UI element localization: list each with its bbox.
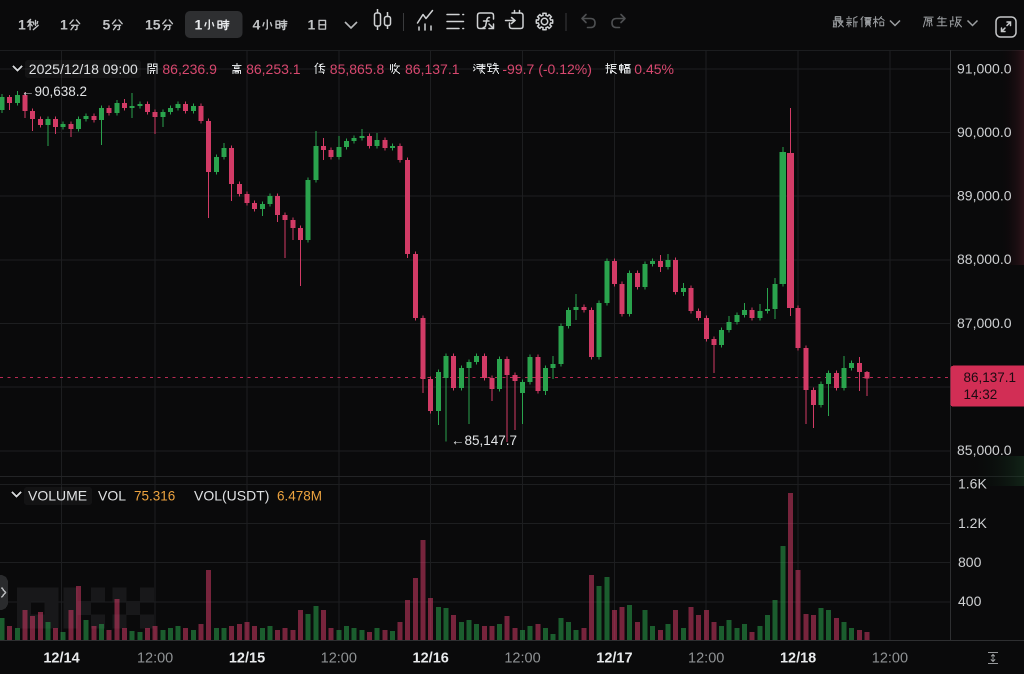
svg-text:VOL: VOL <box>98 488 126 504</box>
svg-text:400: 400 <box>958 593 982 609</box>
svg-text:0.45%: 0.45% <box>634 61 674 77</box>
svg-text:12/14: 12/14 <box>43 651 79 667</box>
svg-text:86,253.1: 86,253.1 <box>246 61 301 77</box>
svg-text:75.316: 75.316 <box>134 489 175 504</box>
svg-text:12:00: 12:00 <box>504 651 540 667</box>
svg-text:12:00: 12:00 <box>872 651 908 667</box>
svg-text:91,000.0: 91,000.0 <box>957 60 1012 76</box>
svg-text:VOL(USDT): VOL(USDT) <box>194 488 269 504</box>
svg-text:85,147.7: 85,147.7 <box>465 433 518 448</box>
svg-text:12:00: 12:00 <box>137 651 173 667</box>
svg-text:86,137.1: 86,137.1 <box>964 370 1017 385</box>
svg-text:1: 1 <box>195 17 203 33</box>
svg-text:86,236.9: 86,236.9 <box>162 61 217 77</box>
svg-text:2025/12/18 09:00: 2025/12/18 09:00 <box>29 61 138 77</box>
svg-text:14:32: 14:32 <box>964 387 998 402</box>
svg-text:1: 1 <box>18 17 26 33</box>
svg-text:12:00: 12:00 <box>321 651 357 667</box>
svg-text:90,638.2: 90,638.2 <box>35 84 88 99</box>
svg-text:89,000.0: 89,000.0 <box>957 188 1012 204</box>
svg-text:85,865.8: 85,865.8 <box>330 61 385 77</box>
svg-text:-99.7 (-0.12%): -99.7 (-0.12%) <box>502 61 591 77</box>
svg-text:5: 5 <box>103 17 111 33</box>
svg-text:87,000.0: 87,000.0 <box>957 315 1012 331</box>
svg-text:12/18: 12/18 <box>780 651 816 667</box>
svg-text:90,000.0: 90,000.0 <box>957 124 1012 140</box>
svg-text:1.2K: 1.2K <box>958 515 987 531</box>
svg-text:12/16: 12/16 <box>413 651 449 667</box>
svg-text:←: ← <box>451 433 465 448</box>
svg-text:1: 1 <box>60 17 68 33</box>
svg-text:85,000.0: 85,000.0 <box>957 442 1012 458</box>
svg-text:4: 4 <box>253 17 261 33</box>
svg-text:15: 15 <box>145 17 161 33</box>
svg-text:12/17: 12/17 <box>596 651 632 667</box>
svg-text:800: 800 <box>958 554 982 570</box>
svg-text:1: 1 <box>308 17 316 33</box>
svg-text:86,137.1: 86,137.1 <box>405 61 460 77</box>
svg-text:12:00: 12:00 <box>688 651 724 667</box>
svg-text:88,000.0: 88,000.0 <box>957 251 1012 267</box>
svg-text:12/15: 12/15 <box>229 651 265 667</box>
svg-text:6.478M: 6.478M <box>277 489 322 504</box>
svg-text:←: ← <box>21 84 35 99</box>
svg-text:1.6K: 1.6K <box>958 476 987 492</box>
svg-text:VOLUME: VOLUME <box>28 488 87 504</box>
